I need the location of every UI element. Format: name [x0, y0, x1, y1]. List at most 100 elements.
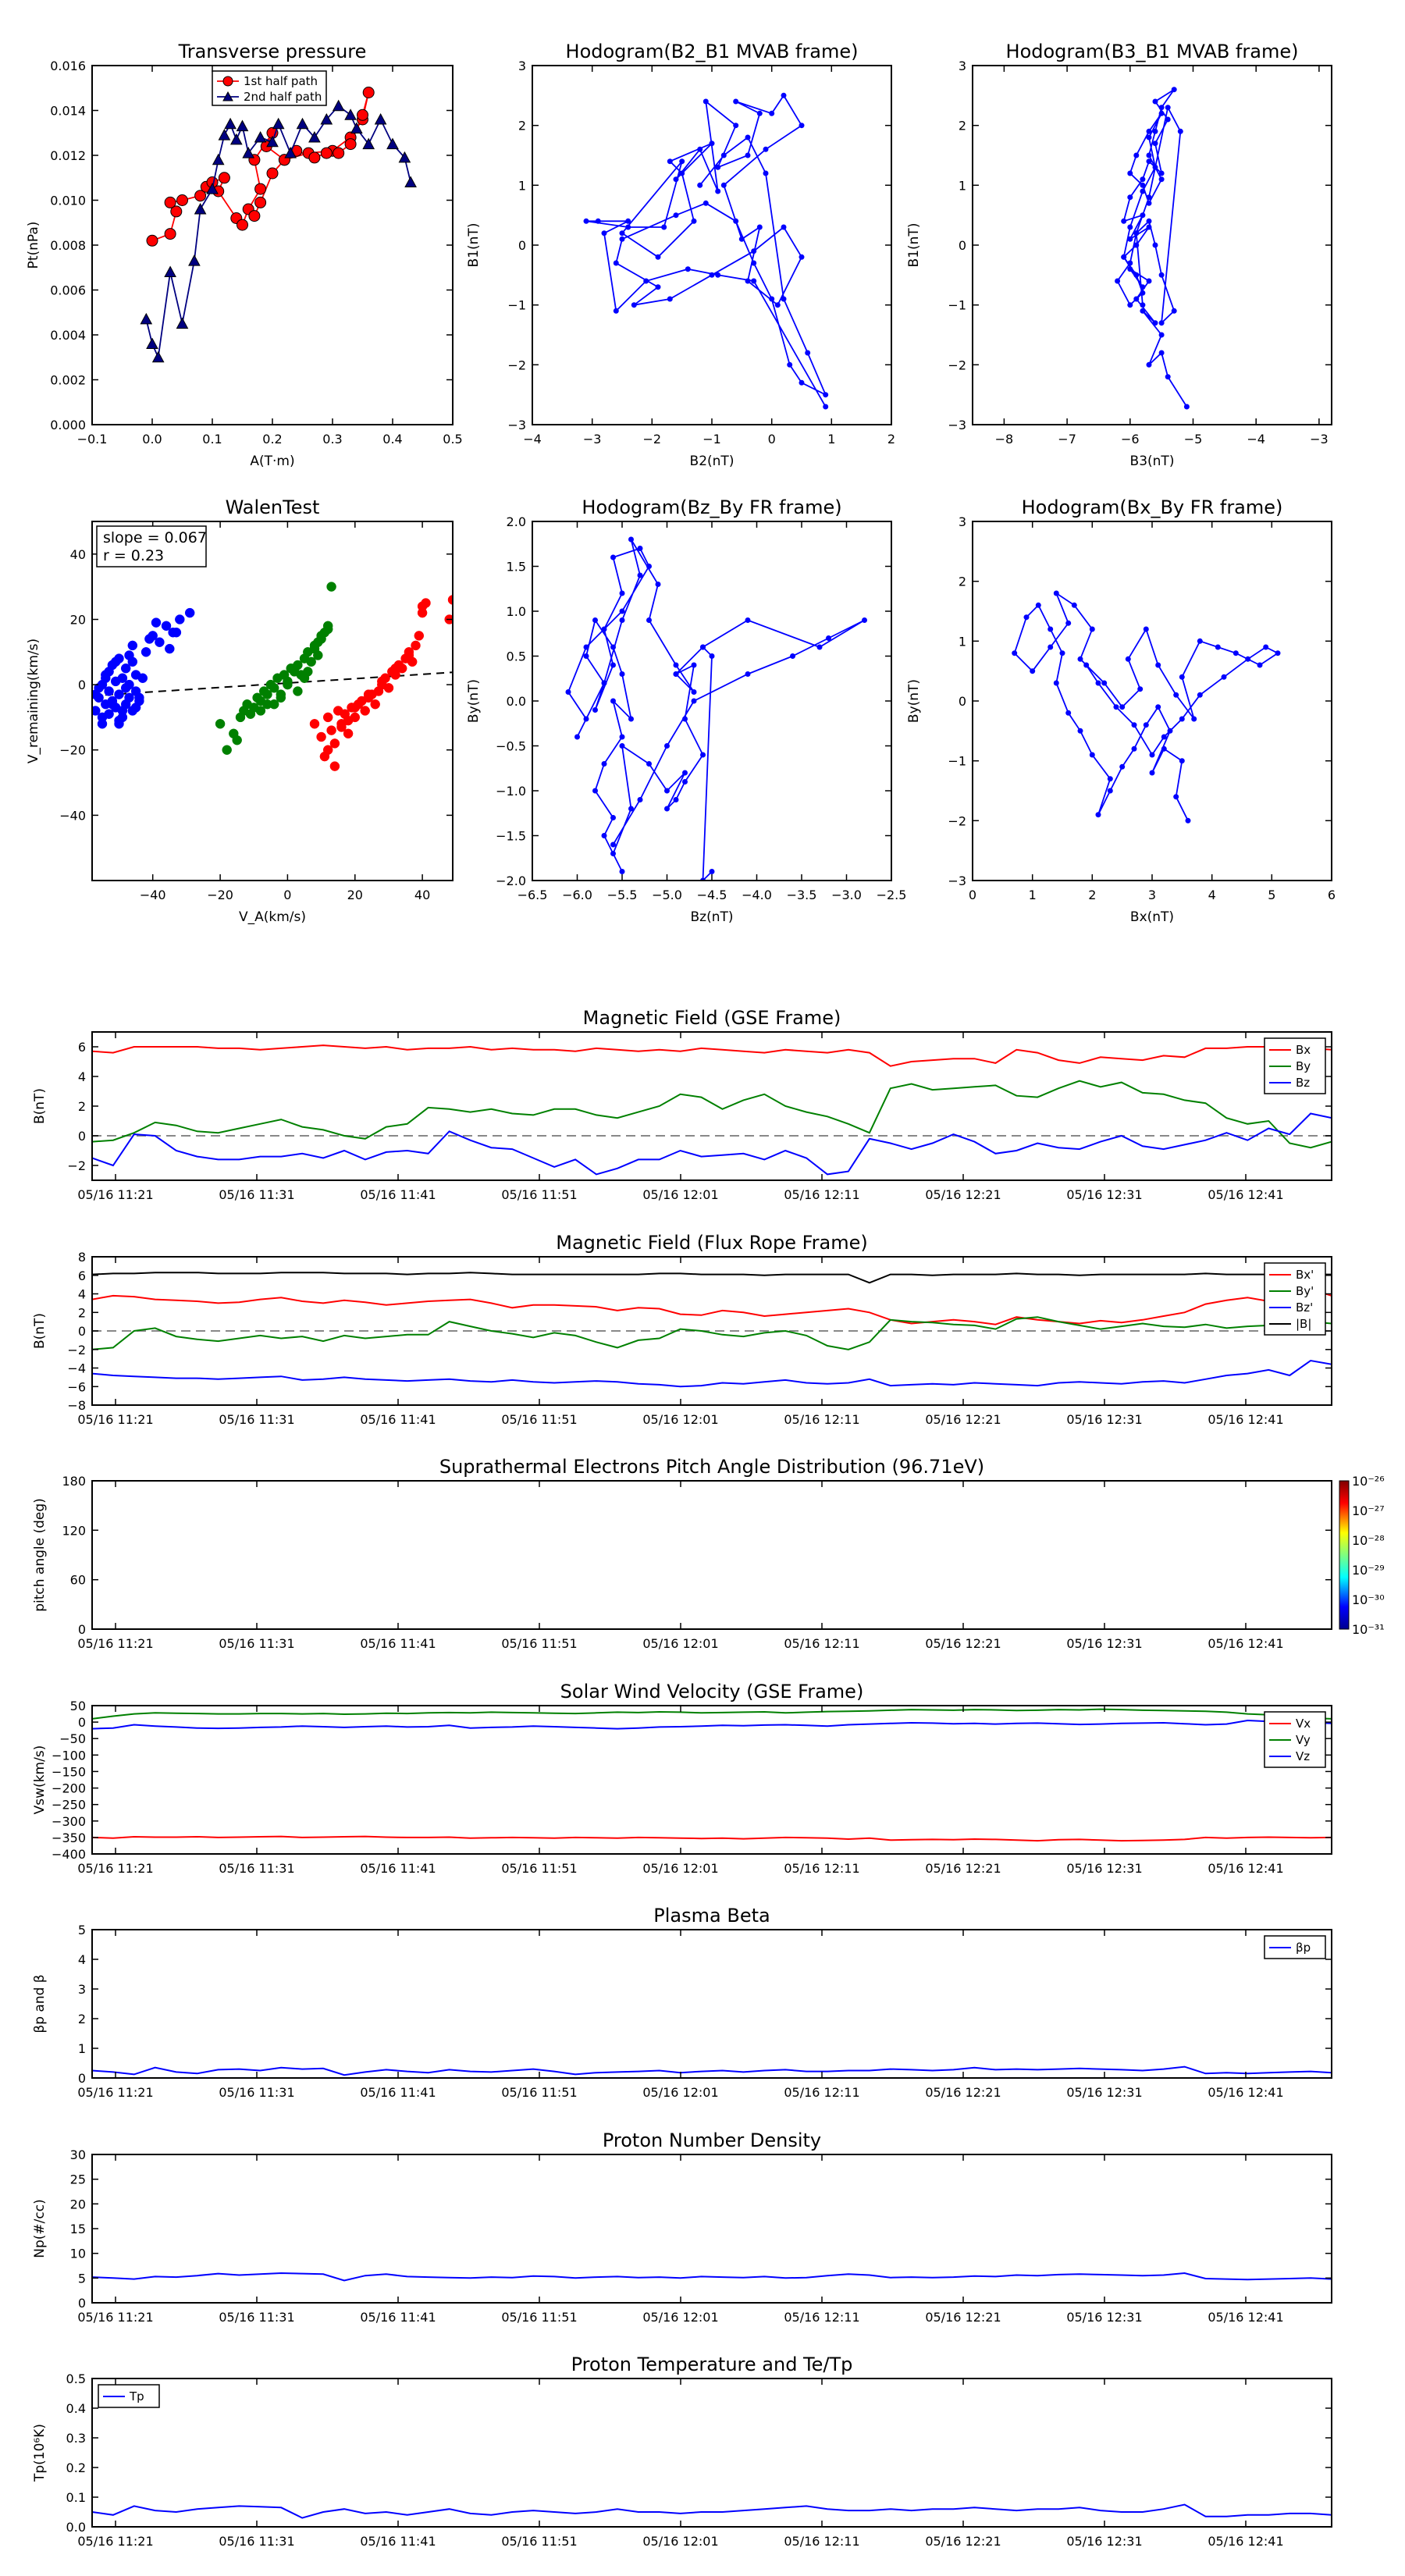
- data-point: [269, 699, 279, 710]
- data-point: [745, 671, 751, 677]
- data-point: [799, 379, 805, 386]
- colorbar-label: 10⁻²⁸: [1352, 1533, 1385, 1548]
- plot-frame: [91, 1480, 1332, 1630]
- data-point: [691, 662, 697, 668]
- data-point: [245, 709, 256, 719]
- y-tick-label: 0.0: [66, 2520, 86, 2535]
- data-point: [787, 361, 793, 368]
- data-point: [610, 644, 616, 650]
- data-point: [745, 134, 751, 141]
- x-tick-label: 05/16 12:01: [642, 1187, 718, 1202]
- y-tick-label: 30: [70, 2147, 86, 2162]
- x-tick-label: 20: [347, 888, 363, 902]
- data-point: [673, 212, 679, 219]
- data-point: [702, 200, 709, 206]
- data-point: [673, 662, 679, 668]
- data-point: [679, 170, 685, 176]
- data-point: [1167, 728, 1173, 734]
- y-tick-label: 0.000: [50, 418, 86, 432]
- data-point: [417, 601, 428, 611]
- chart-vsw: Solar Wind Velocity (GSE Frame) 50 0−50 −10…: [32, 1681, 1332, 1876]
- data-point: [673, 671, 679, 677]
- chart-bgse: Magnetic Field (GSE Frame) −2 0 2 4 6 05/16 11…: [32, 1007, 1332, 1202]
- y-axis-label: pitch angle (deg): [32, 1498, 48, 1612]
- x-tick-label: 05/16 11:41: [360, 1636, 436, 1651]
- data-point: [164, 228, 176, 240]
- data-point: [1059, 650, 1065, 656]
- data-point: [1140, 188, 1146, 194]
- data-point: [709, 869, 715, 874]
- x-tick-label: 05/16 11:31: [219, 2310, 294, 2325]
- plot-area: [1115, 87, 1190, 410]
- data-point: [206, 183, 219, 194]
- colorbar-label: 10⁻²⁹: [1352, 1563, 1385, 1578]
- x-tick-label: −6: [1121, 432, 1140, 447]
- y-tick-label: 4: [78, 1069, 86, 1084]
- data-point: [1113, 704, 1119, 710]
- y-tick-label: −1: [948, 754, 966, 769]
- data-point: [140, 312, 153, 325]
- y-tick-label: −1: [948, 298, 966, 313]
- data-point: [1245, 656, 1251, 662]
- chart-title: Hodogram(B3_B1 MVAB frame): [1006, 41, 1299, 62]
- data-point: [1143, 626, 1149, 632]
- data-point: [682, 716, 688, 722]
- data-point: [769, 110, 775, 116]
- data-point: [601, 680, 607, 686]
- data-point: [745, 617, 751, 623]
- x-tick-label: −2.5: [877, 888, 907, 902]
- data-point: [1152, 98, 1158, 105]
- data-point: [411, 640, 421, 651]
- data-point: [715, 272, 721, 278]
- x-axis-label: V_A(km/s): [239, 909, 306, 925]
- x-tick-label: 05/16 12:21: [925, 1412, 1001, 1427]
- data-point: [236, 119, 249, 132]
- data-point: [1171, 308, 1177, 314]
- y-tick-label: 2: [78, 2012, 86, 2026]
- data-point: [188, 254, 201, 266]
- data-point: [283, 679, 293, 690]
- y-tick-label: 2: [959, 575, 966, 589]
- x-tick-label: 05/16 11:41: [360, 1412, 436, 1427]
- data-point: [799, 254, 805, 260]
- data-point: [1179, 758, 1185, 764]
- series-line-Tp: [92, 2503, 1332, 2519]
- data-point: [326, 582, 336, 592]
- y-tick-label: 0.010: [50, 194, 86, 208]
- y-tick-label: −200: [52, 1781, 86, 1796]
- chart-pt: Transverse pressure 0.000 0.002 0.004 0.006 0…: [26, 41, 463, 469]
- y-tick-label: 2: [518, 119, 526, 133]
- y-tick-label: 0: [78, 2071, 86, 2086]
- x-tick-label: 05/16 11:21: [77, 2310, 153, 2325]
- data-point: [1179, 716, 1185, 722]
- data-point: [322, 624, 333, 635]
- data-point: [1146, 218, 1152, 224]
- colorbar-label: 10⁻²⁷: [1352, 1503, 1385, 1518]
- data-point: [1107, 788, 1113, 794]
- data-point: [1048, 626, 1054, 632]
- data-point: [144, 634, 155, 644]
- y-tick-label: 2: [959, 119, 966, 133]
- y-tick-label: 50: [70, 1699, 86, 1713]
- data-point: [1140, 290, 1146, 296]
- x-tick-label: 05/16 12:01: [642, 1412, 718, 1427]
- data-point: [224, 117, 237, 130]
- y-tick-label: 0: [78, 678, 86, 692]
- data-point: [1158, 176, 1165, 183]
- data-point: [1133, 272, 1140, 278]
- data-point: [120, 683, 131, 693]
- data-point: [1263, 644, 1269, 650]
- data-point: [601, 626, 607, 632]
- chart-title: Hodogram(Bz_By FR frame): [582, 496, 841, 518]
- x-tick-label: 05/16 12:11: [784, 1412, 859, 1427]
- data-point: [322, 712, 333, 723]
- x-tick-label: 0.1: [202, 432, 222, 447]
- data-point: [296, 117, 309, 130]
- y-tick-label: −2: [67, 1343, 86, 1357]
- data-point: [1146, 224, 1152, 230]
- data-point: [619, 617, 625, 623]
- series-line-Bx: [92, 1044, 1332, 1067]
- data-point: [697, 146, 703, 152]
- data-point: [1215, 644, 1221, 650]
- data-point: [628, 716, 634, 722]
